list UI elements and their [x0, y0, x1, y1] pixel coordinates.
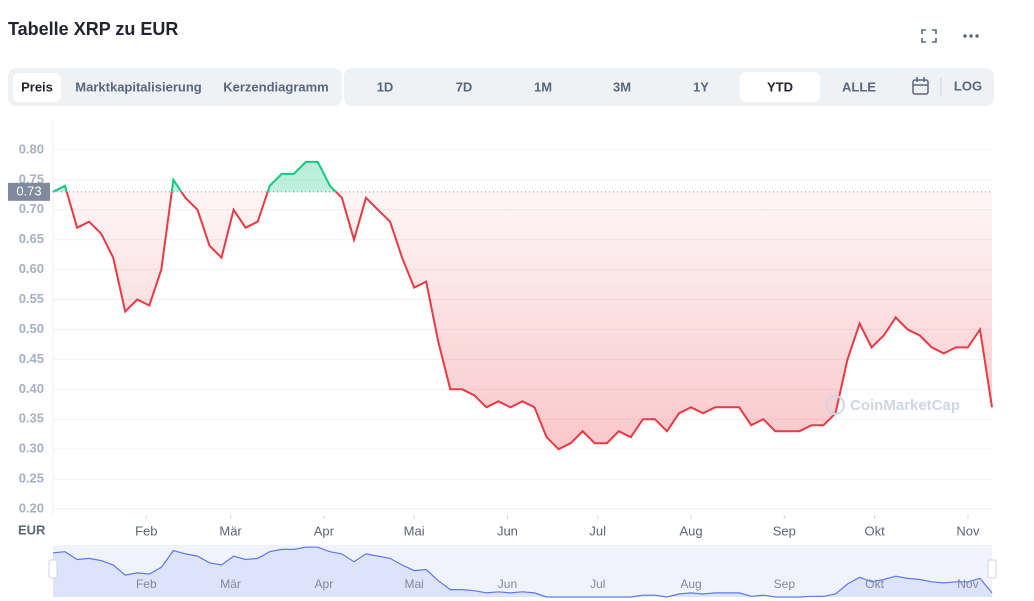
navigator-tick-label: Mär: [220, 577, 241, 591]
navigator-tick-label: Sep: [774, 577, 796, 591]
reference-badge: [8, 182, 50, 201]
range-button[interactable]: 1D: [377, 79, 394, 94]
y-tick-label: 0.70: [19, 201, 44, 216]
x-tick-label: Mär: [219, 523, 242, 538]
x-tick-label: Aug: [679, 523, 702, 538]
range-active-bg: [740, 72, 820, 102]
more-icon[interactable]: [963, 34, 979, 38]
reference-label: 0.73: [16, 183, 41, 198]
y-axis-unit: EUR: [18, 522, 46, 537]
fullscreen-icon[interactable]: [921, 29, 937, 43]
y-tick-label: 0.75: [19, 171, 44, 186]
y-tick-label: 0.20: [19, 500, 44, 515]
x-tick-label: Jul: [589, 523, 606, 538]
area-below: [66, 191, 992, 450]
range-button[interactable]: 7D: [456, 79, 473, 94]
navigator-tick-label: Nov: [957, 577, 978, 591]
y-tick-label: 0.45: [19, 351, 44, 366]
x-tick-label: Jun: [497, 523, 518, 538]
y-tick-label: 0.40: [19, 381, 44, 396]
x-tick-label: Mai: [404, 523, 425, 538]
watermark: CoinMarketCap: [850, 397, 960, 414]
tab-group: [8, 68, 342, 106]
navigator-tick-label: Okt: [865, 577, 884, 591]
range-group: [344, 68, 994, 106]
range-button[interactable]: YTD: [767, 79, 793, 94]
range-button[interactable]: 1Y: [693, 79, 709, 94]
y-tick-label: 0.30: [19, 441, 44, 456]
navigator-tick-label: Aug: [680, 577, 701, 591]
tab-active-bg: [13, 73, 61, 102]
y-tick-label: 0.55: [19, 291, 44, 306]
y-tick-label: 0.80: [19, 141, 44, 156]
navigator-tick-label: Jun: [498, 577, 517, 591]
navigator-tick-label: Feb: [136, 577, 157, 591]
y-tick-label: 0.35: [19, 411, 44, 426]
navigator-tick-label: Mai: [404, 577, 423, 591]
chart-title: Tabelle XRP zu EUR: [8, 19, 178, 39]
navigator-tick-label: Jul: [590, 577, 605, 591]
navigator-handle[interactable]: [48, 559, 58, 579]
y-tick-label: 0.50: [19, 321, 44, 336]
range-button[interactable]: 3M: [613, 79, 631, 94]
tab[interactable]: Marktkapitalisierung: [75, 79, 201, 94]
y-tick-label: 0.65: [19, 231, 44, 246]
navigator-handle[interactable]: [987, 559, 997, 579]
x-tick-label: Nov: [956, 523, 980, 538]
tab[interactable]: Preis: [21, 79, 53, 94]
y-tick-label: 0.25: [19, 471, 44, 486]
navigator-tick-label: Apr: [315, 577, 334, 591]
tab[interactable]: Kerzendiagramm: [223, 79, 328, 94]
y-tick-label: 0.60: [19, 261, 44, 276]
range-button[interactable]: ALLE: [842, 79, 876, 94]
calendar-icon[interactable]: [912, 77, 929, 95]
x-tick-label: Feb: [135, 523, 157, 538]
navigator-area: [53, 547, 992, 597]
x-tick-label: Sep: [773, 523, 796, 538]
log-button[interactable]: LOG: [954, 78, 982, 93]
x-tick-label: Okt: [865, 523, 886, 538]
watermark-logo: [825, 395, 845, 415]
area-above: [53, 161, 992, 192]
x-tick-label: Apr: [314, 523, 335, 538]
navigator-line: [52, 546, 993, 598]
range-button[interactable]: 1M: [534, 79, 552, 94]
